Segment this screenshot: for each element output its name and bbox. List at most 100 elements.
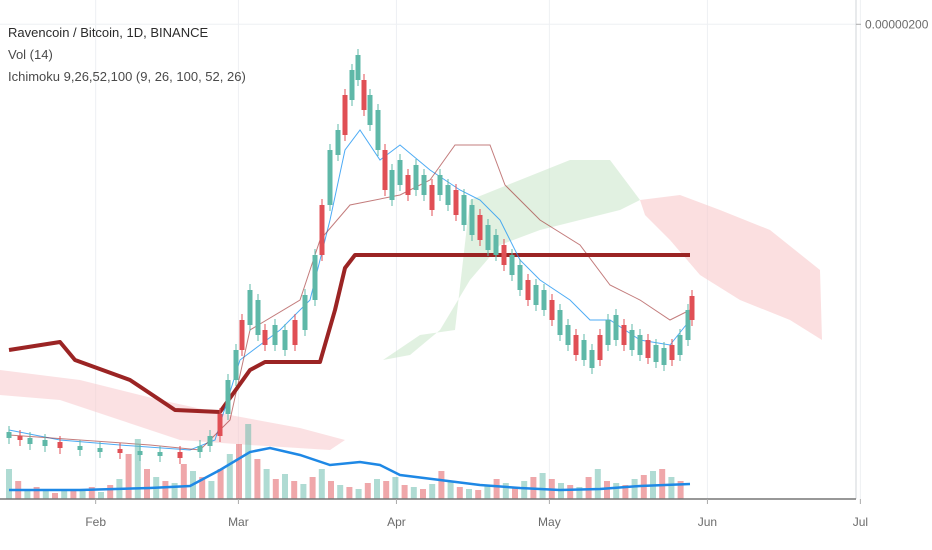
- volume-bar-25: [236, 444, 242, 499]
- volume-bar-53: [493, 479, 500, 499]
- volume-bar-42: [392, 477, 399, 499]
- candle-body-28: [342, 95, 348, 135]
- candle-body-20: [272, 325, 278, 345]
- candle-body-29: [349, 70, 355, 100]
- candle-body-60: [589, 350, 595, 368]
- candle-body-35: [389, 170, 395, 200]
- volume-bars: [6, 424, 684, 499]
- volume-bar-33: [309, 477, 316, 499]
- volume-bar-2: [24, 489, 31, 499]
- candle-body-57: [565, 325, 571, 345]
- volume-bar-8: [79, 491, 86, 499]
- volume-bar-6: [61, 490, 68, 499]
- candle-body-11: [197, 446, 203, 452]
- volume-bar-30: [282, 474, 288, 499]
- volume-bar-29: [272, 479, 279, 499]
- x-tick-label-1: Mar: [228, 515, 249, 529]
- volume-bar-39: [364, 483, 371, 499]
- x-tick-label-3: May: [538, 515, 561, 529]
- volume-bar-36: [337, 485, 344, 499]
- candle-body-23: [302, 295, 308, 330]
- volume-bar-27: [254, 459, 261, 499]
- volume-bar-73: [677, 481, 684, 499]
- candle-body-32: [367, 95, 373, 125]
- candle-body-1: [17, 436, 23, 440]
- volume-bar-52: [484, 485, 491, 499]
- volume-bar-4: [42, 491, 49, 499]
- volume-bar-21: [199, 477, 206, 499]
- volume-bar-55: [512, 487, 518, 499]
- volume-bar-46: [429, 484, 436, 499]
- x-tick-label-4: Jun: [698, 515, 717, 529]
- volume-bar-45: [420, 489, 426, 499]
- candle-body-52: [525, 280, 531, 300]
- volume-bar-63: [585, 477, 592, 499]
- volume-bar-9: [88, 487, 95, 499]
- candle-body-7: [117, 449, 123, 453]
- candle-body-44: [461, 195, 467, 225]
- candle-body-63: [613, 315, 619, 340]
- legend-volume[interactable]: Vol (14): [8, 47, 53, 62]
- volume-bar-62: [576, 487, 583, 499]
- candle-body-62: [605, 320, 611, 345]
- candle-body-12: [207, 436, 213, 446]
- volume-bar-32: [300, 484, 307, 499]
- candle-body-5: [77, 446, 83, 450]
- candle-body-37: [405, 175, 411, 195]
- legend-symbol[interactable]: Ravencoin / Bitcoin, 1D, BINANCE: [8, 25, 209, 40]
- candle-body-42: [445, 185, 451, 205]
- candle-body-54: [541, 290, 547, 310]
- volume-bar-65: [604, 481, 610, 499]
- candle-body-31: [361, 80, 367, 110]
- y-tick-label-7: 0.00000200: [865, 17, 929, 31]
- volume-bar-50: [466, 489, 472, 499]
- candle-body-21: [282, 330, 288, 350]
- volume-bar-43: [401, 485, 408, 499]
- candle-body-9: [157, 452, 163, 456]
- volume-bar-72: [668, 477, 675, 499]
- volume-bar-10: [98, 492, 104, 499]
- volume-bar-51: [475, 490, 482, 499]
- candle-body-70: [669, 345, 675, 360]
- volume-bar-64: [594, 469, 601, 499]
- candle-body-10: [177, 452, 183, 458]
- volume-bar-68: [631, 479, 638, 499]
- volume-bar-31: [291, 481, 298, 499]
- candle-body-59: [581, 340, 587, 360]
- ichimoku-cloud: [0, 160, 822, 450]
- cloud-bear-forward: [640, 195, 822, 340]
- volume-bar-14: [134, 439, 141, 499]
- candle-body-73: [689, 296, 695, 320]
- candle-body-34: [382, 150, 388, 190]
- volume-bar-38: [355, 489, 362, 499]
- candle-body-48: [493, 235, 499, 255]
- candle-body-58: [573, 335, 579, 355]
- volume-bar-26: [245, 424, 252, 499]
- volume-bar-13: [125, 454, 132, 499]
- volume-bar-61: [567, 485, 574, 499]
- candle-body-38: [413, 165, 419, 190]
- volume-bar-44: [410, 487, 417, 499]
- x-tick-label-2: Apr: [387, 515, 406, 529]
- volume-bar-58: [539, 473, 546, 499]
- candle-body-53: [533, 285, 539, 305]
- candle-body-51: [517, 265, 523, 290]
- candle-body-67: [645, 340, 651, 358]
- legend-ichimoku[interactable]: Ichimoku 9,26,52,100 (9, 26, 100, 52, 26…: [8, 69, 246, 84]
- candles: [6, 49, 695, 464]
- candle-body-40: [429, 185, 435, 210]
- candle-body-66: [637, 335, 643, 355]
- candle-body-2: [27, 438, 33, 444]
- candle-body-45: [469, 205, 475, 235]
- tenkan-line: [8, 129, 691, 451]
- volume-bar-35: [328, 481, 334, 499]
- candle-body-36: [397, 160, 403, 185]
- candle-body-47: [485, 225, 491, 250]
- legend: Ravencoin / Bitcoin, 1D, BINANCE Vol (14…: [8, 22, 246, 88]
- cloud-bull: [383, 160, 640, 360]
- candle-body-56: [557, 310, 563, 335]
- volume-bar-49: [456, 487, 463, 499]
- volume-bar-11: [107, 485, 114, 499]
